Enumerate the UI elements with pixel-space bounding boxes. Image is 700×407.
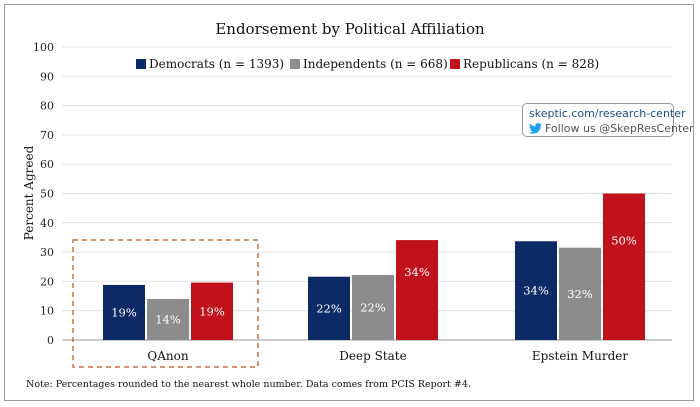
data-label: 19% bbox=[111, 305, 137, 319]
x-tick-label: Deep State bbox=[339, 349, 406, 363]
highlight-box bbox=[72, 239, 259, 368]
bar-1-3 bbox=[515, 241, 557, 340]
y-axis-label: Percent Agreed bbox=[22, 145, 36, 240]
y-tick-label: 20 bbox=[40, 275, 54, 288]
legend-label-2: Independents (n = 668) bbox=[303, 57, 448, 71]
bar-2-2 bbox=[352, 274, 394, 340]
legend-label-3: Republicans (n = 828) bbox=[463, 57, 599, 71]
bar-3-1 bbox=[191, 282, 233, 340]
legend-swatch-2 bbox=[290, 59, 300, 69]
legend-label-1: Democrats (n = 1393) bbox=[149, 57, 284, 71]
x-tick-label: Epstein Murder bbox=[532, 349, 628, 363]
bar-2-1 bbox=[147, 298, 189, 340]
y-tick-label: 70 bbox=[40, 129, 54, 142]
data-label: 19% bbox=[199, 304, 225, 318]
y-tick-label: 50 bbox=[40, 188, 54, 201]
bar-1-2 bbox=[308, 276, 350, 340]
y-tick-label: 10 bbox=[40, 305, 54, 318]
data-label: 50% bbox=[611, 233, 637, 247]
chart-note: Note: Percentages rounded to the nearest… bbox=[26, 379, 471, 390]
x-tick-label: QAnon bbox=[147, 349, 188, 363]
follow-text: Follow us @SkepResCenter bbox=[545, 122, 694, 135]
data-label: 22% bbox=[360, 300, 386, 314]
y-tick-label: 0 bbox=[47, 334, 54, 347]
legend-swatch-1 bbox=[136, 59, 146, 69]
bar-1-1 bbox=[103, 284, 145, 340]
data-label: 34% bbox=[404, 265, 430, 279]
legend-swatch-3 bbox=[450, 59, 460, 69]
follow-line[interactable]: Follow us @SkepResCenter bbox=[529, 122, 694, 135]
data-label: 32% bbox=[567, 287, 593, 301]
y-tick-label: 100 bbox=[33, 41, 54, 54]
data-label: 14% bbox=[155, 312, 181, 326]
bar-2-3 bbox=[559, 247, 601, 340]
bar-3-2 bbox=[396, 240, 438, 340]
y-tick-label: 60 bbox=[40, 158, 54, 171]
source-url[interactable]: skeptic.com/research-center bbox=[529, 107, 686, 120]
data-label: 34% bbox=[523, 284, 549, 298]
bar-3-3 bbox=[603, 193, 645, 340]
chart-title: Endorsement by Political Affiliation bbox=[215, 20, 485, 38]
y-tick-label: 90 bbox=[40, 70, 54, 83]
twitter-icon bbox=[529, 123, 542, 134]
y-tick-label: 80 bbox=[40, 100, 54, 113]
source-box: skeptic.com/research-center Follow us @S… bbox=[522, 103, 694, 137]
y-tick-label: 30 bbox=[40, 246, 54, 259]
y-tick-label: 40 bbox=[40, 217, 54, 230]
data-label: 22% bbox=[316, 301, 342, 315]
